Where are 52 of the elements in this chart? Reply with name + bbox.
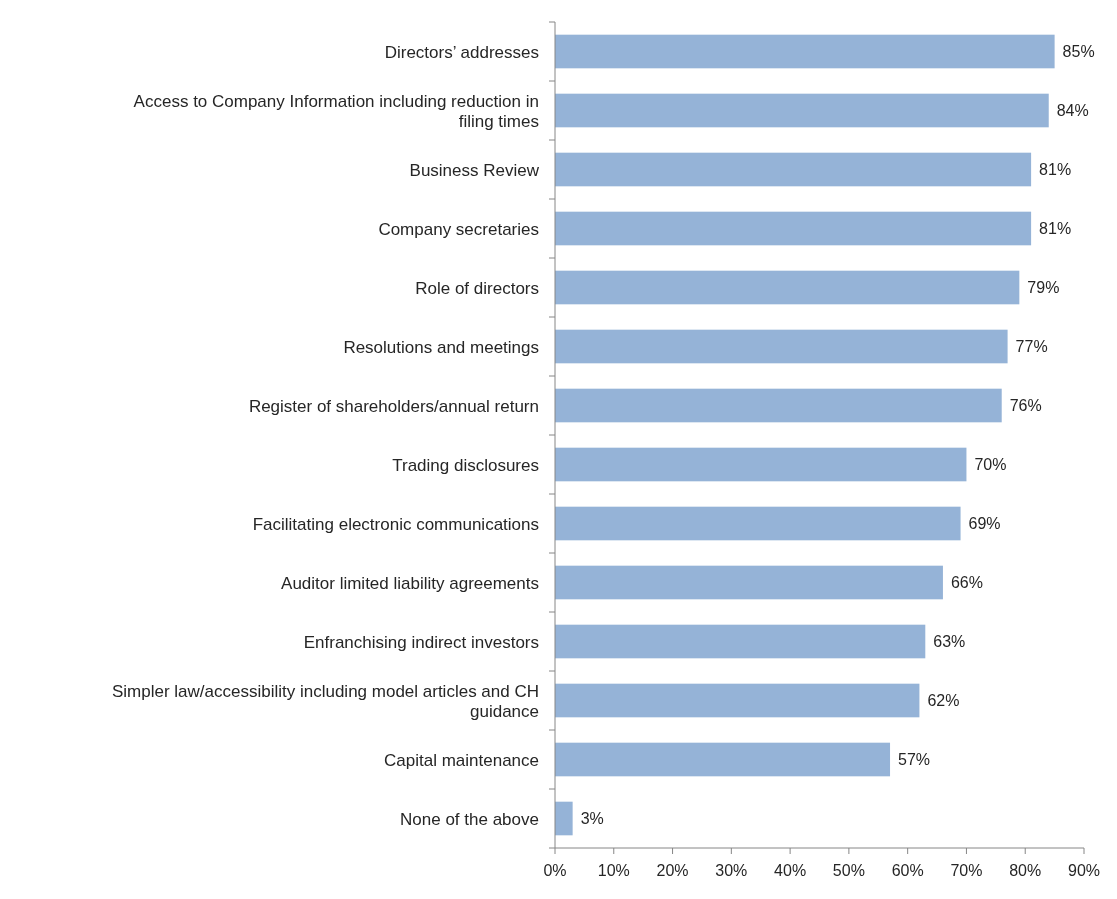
y-tick-label: Business Review (409, 160, 540, 179)
bar (555, 801, 573, 836)
x-tick-label: 60% (891, 862, 924, 879)
bar (555, 211, 1032, 246)
x-tick-label: 30% (715, 862, 748, 879)
y-tick-label: Resolutions and meetings (343, 337, 539, 356)
x-tick-label: 80% (1009, 862, 1042, 879)
x-tick-label: 50% (832, 862, 865, 879)
data-label: 84% (1056, 102, 1089, 119)
bar (555, 683, 920, 718)
bar (555, 388, 1002, 423)
y-tick-label: Role of directors (415, 278, 539, 297)
bar (555, 506, 961, 541)
y-tick-label: Company secretaries (378, 219, 539, 238)
data-label: 69% (968, 515, 1001, 532)
y-tick-label: None of the above (400, 809, 539, 828)
y-tick-label: Facilitating electronic communications (252, 514, 539, 533)
data-label: 81% (1039, 220, 1072, 237)
bar (555, 447, 967, 482)
bar (555, 742, 891, 777)
y-tick-label: Auditor limited liability agreements (281, 573, 539, 592)
bar (555, 34, 1055, 69)
bar (555, 624, 926, 659)
y-tick-label: Capital maintenance (384, 750, 539, 769)
x-tick-label: 90% (1067, 862, 1101, 879)
y-tick-label: Simpler law/accessibility including model articles and CH guidance (111, 681, 539, 720)
x-tick-label: 20% (656, 862, 689, 879)
bar (555, 329, 1008, 364)
x-tick-label: 40% (774, 862, 807, 879)
data-label: 70% (974, 456, 1007, 473)
data-label: 57% (898, 751, 931, 768)
data-label: 81% (1039, 161, 1072, 178)
x-tick-label: 0% (543, 862, 567, 879)
x-tick-label: 70% (950, 862, 983, 879)
data-label: 85% (1062, 43, 1095, 60)
y-tick-label: Register of shareholders/annual return (248, 396, 539, 415)
y-tick-label: Enfranchising indirect investors (303, 632, 539, 651)
data-label: 79% (1027, 279, 1060, 296)
y-tick-label: Access to Company Information including reduction in filing times (133, 91, 539, 130)
x-tick-label: 10% (597, 862, 630, 879)
data-label: 66% (950, 574, 983, 591)
y-tick-label: Trading disclosures (392, 455, 539, 474)
data-label: 62% (927, 692, 960, 709)
data-label: 3% (580, 810, 604, 827)
bar (555, 93, 1049, 128)
bar (555, 152, 1032, 187)
bar (555, 270, 1020, 305)
data-label: 77% (1015, 338, 1048, 355)
y-tick-label: Directors’ addresses (384, 42, 539, 61)
data-label: 63% (933, 633, 966, 650)
data-label: 76% (1009, 397, 1042, 414)
bar (555, 565, 943, 600)
